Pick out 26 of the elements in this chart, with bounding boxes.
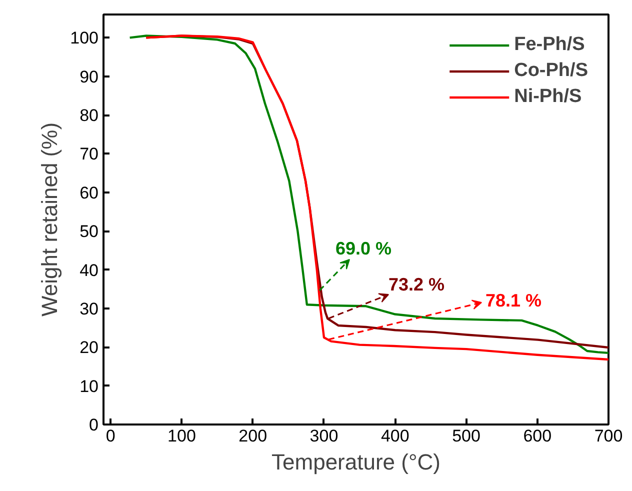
legend-label: Ni-Ph/S — [514, 86, 582, 108]
x-tick-label: 600 — [523, 426, 552, 446]
y-tick-label: 20 — [80, 338, 99, 358]
x-axis-title: Temperature (°C) — [272, 450, 440, 474]
legend-label: Co-Ph/S — [514, 60, 588, 82]
x-tick-label: 200 — [238, 426, 268, 446]
y-tick-label: 50 — [80, 222, 99, 242]
y-tick-label: 90 — [80, 67, 99, 86]
x-tick-label: 300 — [310, 426, 338, 446]
y-tick-label: 10 — [80, 376, 99, 396]
x-tick-label: 500 — [452, 426, 480, 446]
annotation: 69.0 % — [336, 238, 392, 258]
y-tick-label: 80 — [80, 106, 99, 126]
y-tick-label: 100 — [70, 28, 99, 48]
annotation: 78.1 % — [486, 290, 542, 310]
y-tick-label: 60 — [80, 183, 99, 202]
x-tick-label: 100 — [168, 426, 196, 446]
x-tick-label: 0 — [106, 426, 116, 446]
x-tick-label: 400 — [380, 426, 410, 446]
x-tick-label: 700 — [594, 426, 623, 446]
legend-label: Fe-Ph/S — [514, 34, 585, 56]
y-axis-title: Weight retained (%) — [37, 122, 62, 317]
y-tick-label: 40 — [80, 260, 99, 280]
annotation: 73.2 % — [388, 274, 445, 294]
y-tick-label: 70 — [80, 144, 99, 164]
y-tick-label: 30 — [80, 299, 99, 318]
